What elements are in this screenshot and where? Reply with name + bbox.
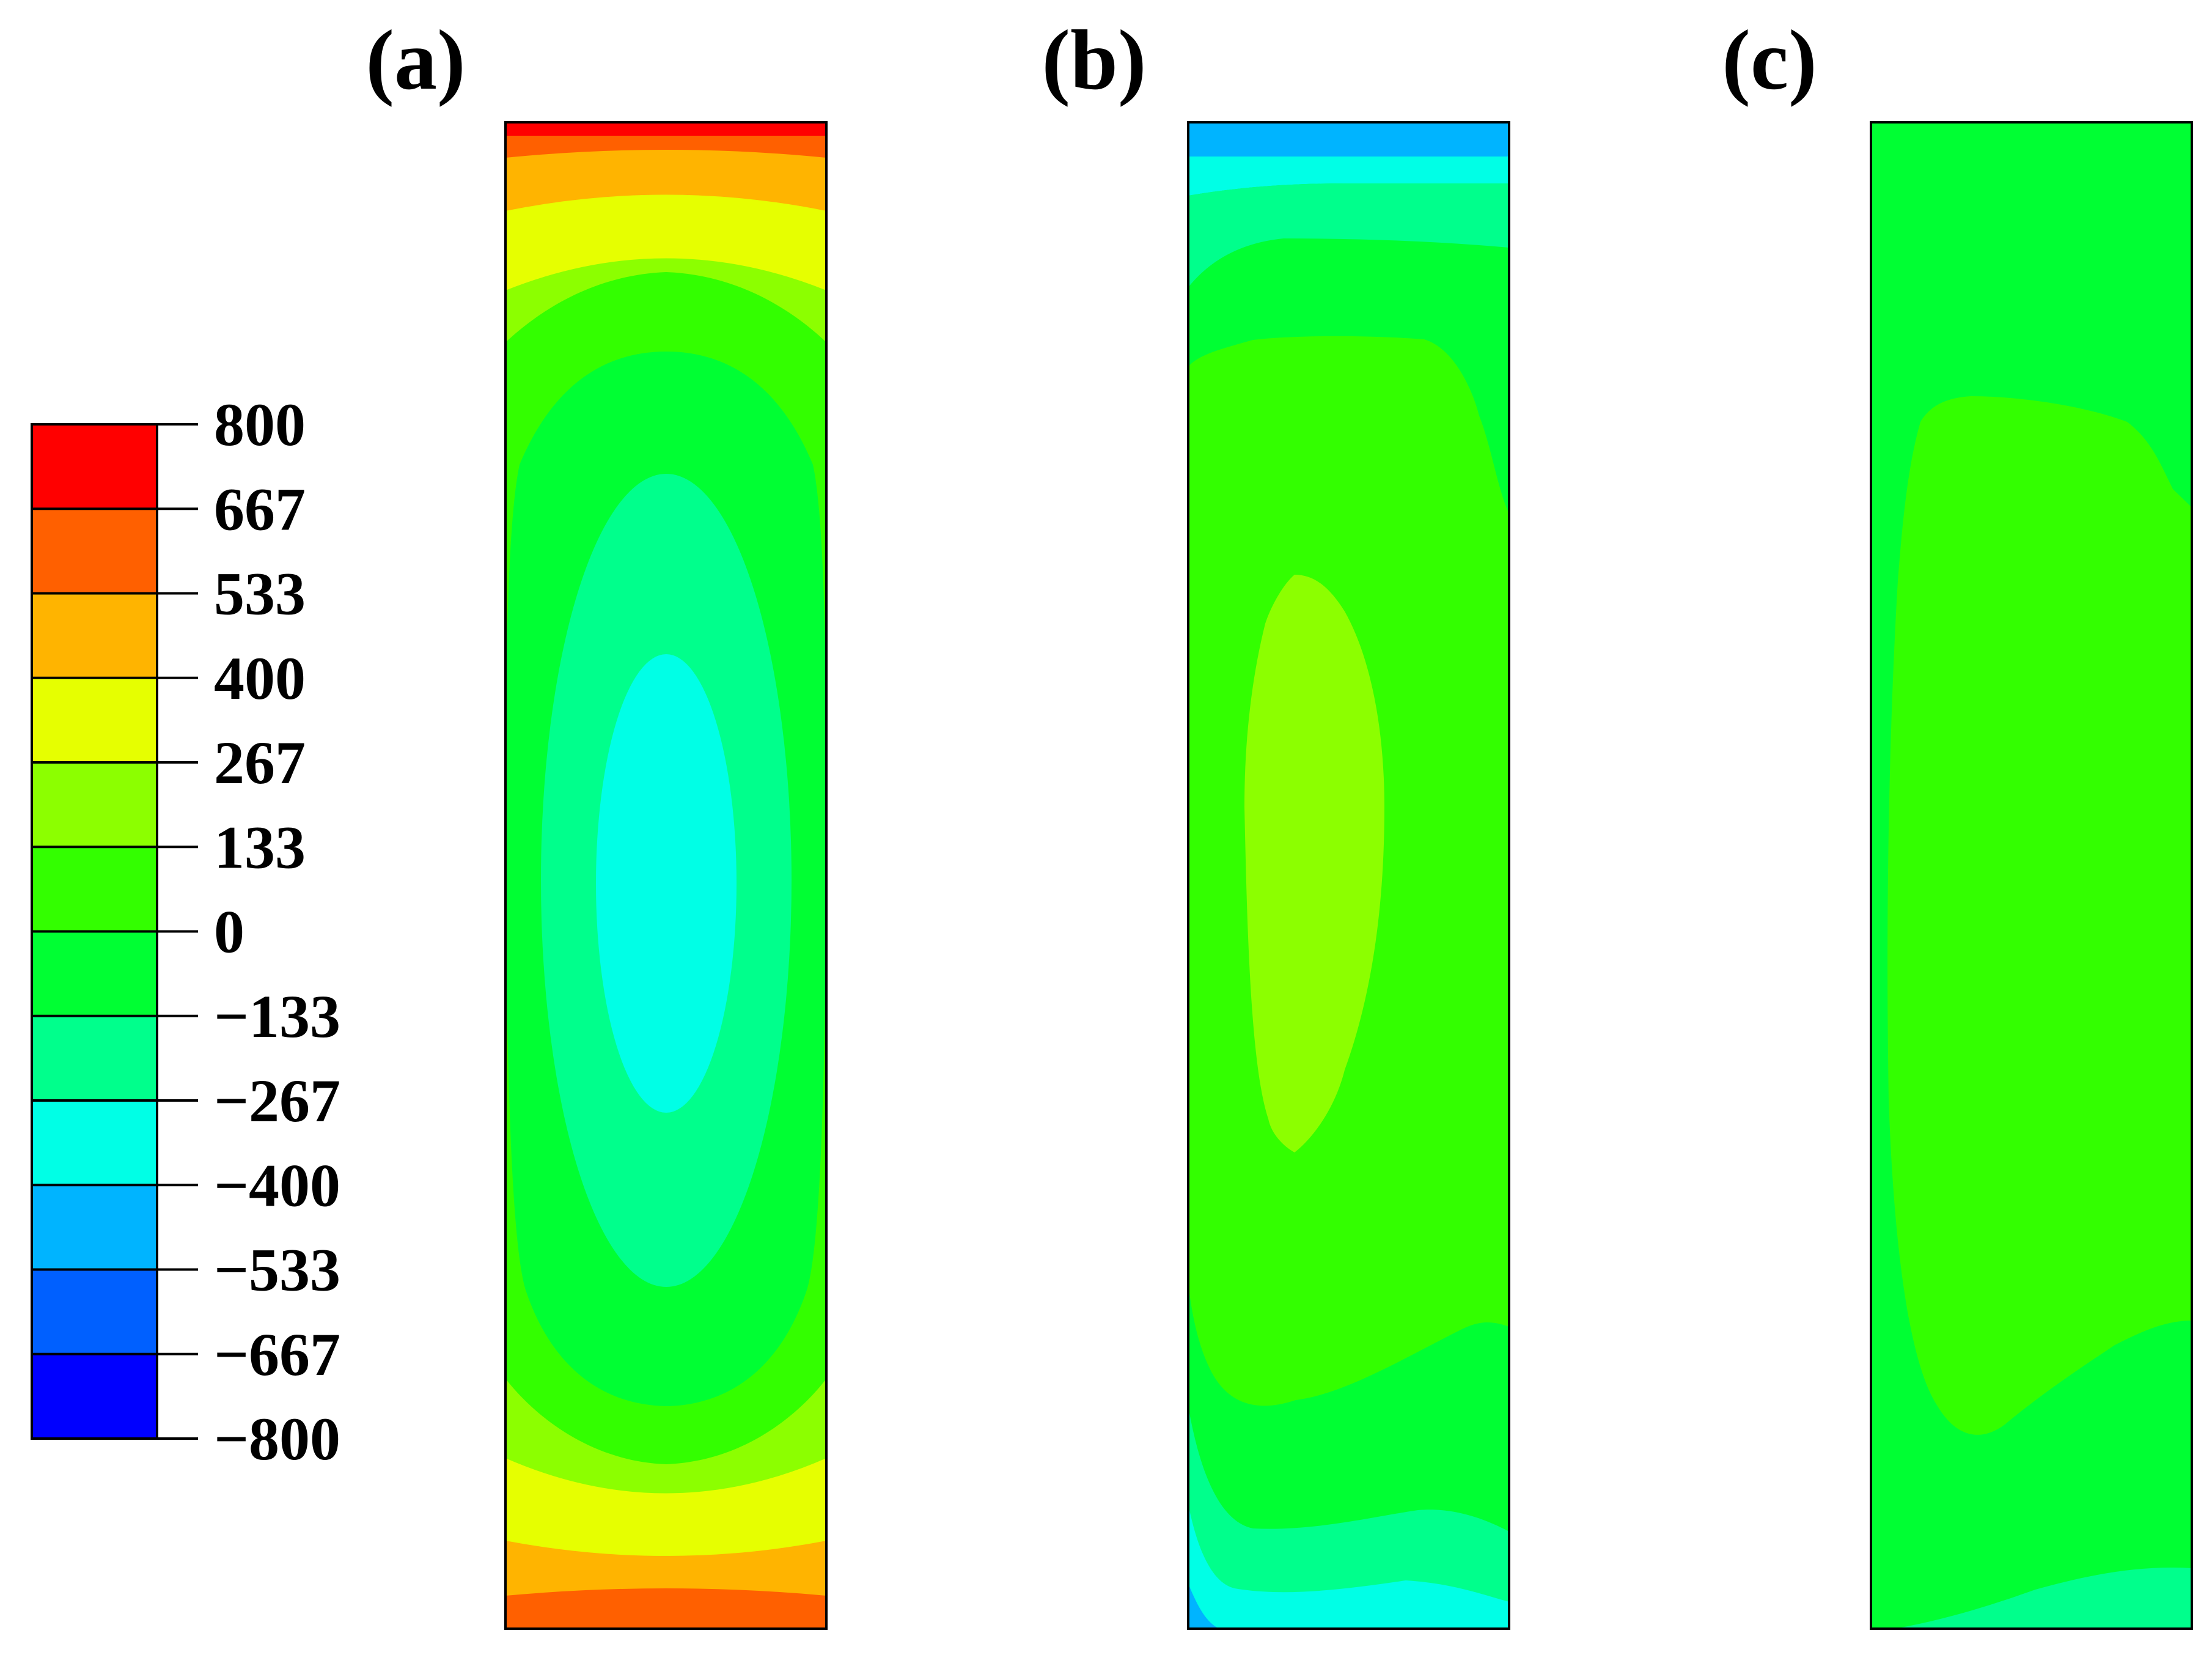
colorbar-swatch-8	[32, 1100, 157, 1185]
colorbar-swatch-1	[32, 509, 157, 594]
panel-label-b: (b)	[1042, 13, 1146, 108]
colorbar-tick-label-3: 400	[214, 644, 306, 712]
colorbar-tick-label-11: −667	[214, 1321, 340, 1388]
contour-panel-b	[1188, 122, 1509, 1629]
panel-b-top-band-teal	[1188, 183, 1509, 287]
panel-b-bottom-band-cyan	[1188, 1504, 1509, 1629]
colorbar-swatch-2	[32, 593, 157, 679]
colorbar-swatch-6	[32, 931, 157, 1017]
colorbar-tick-label-8: −267	[214, 1067, 340, 1135]
panel-b-bottom-band-teal	[1188, 1406, 1509, 1629]
colorbar-tick-label-4: 267	[214, 729, 306, 797]
colorbar-tick-label-2: 533	[214, 560, 306, 628]
colorbar-swatch-0	[32, 424, 157, 509]
panel-c-frame	[1870, 121, 2193, 1630]
colorbar-tick-label-5: 133	[214, 813, 306, 881]
panel-b-top-band-cyan	[1188, 157, 1509, 196]
panel-a-frame	[504, 121, 828, 1630]
contour-panel-c	[1871, 122, 2192, 1629]
panel-b-region-133	[1244, 575, 1384, 1152]
panel-a-top-band-0	[505, 122, 826, 136]
colorbar-swatch-7	[32, 1015, 157, 1101]
colorbar-swatch-11	[32, 1354, 157, 1439]
panel-b-bottom-band-blue	[1188, 1583, 1219, 1629]
colorbar-tick-label-6: 0	[214, 898, 244, 966]
panel-label-c: (c)	[1722, 13, 1817, 108]
colorbar-tick-label-1: 667	[214, 475, 306, 543]
colorbar-tick-label-0: 800	[214, 391, 306, 459]
colorbar-tick-label-12: −800	[214, 1405, 340, 1473]
colorbar-tick-label-7: −133	[214, 982, 340, 1050]
colorbar-swatch-10	[32, 1269, 157, 1355]
panel-a-region-neg267	[596, 654, 737, 1113]
panel-c-region-0	[1887, 396, 2192, 1435]
colorbar-swatch-5	[32, 847, 157, 932]
colorbar-swatch-3	[32, 677, 157, 763]
colorbar: 800 667 533 400 267 133 0 −133 −267 −400 −533 −667 −…	[31, 391, 340, 1473]
panel-b-top-band	[1188, 122, 1509, 157]
panel-b-frame	[1187, 121, 1510, 1630]
panel-label-a: (a)	[366, 13, 465, 108]
colorbar-swatch-9	[32, 1185, 157, 1270]
contour-panel-a	[505, 122, 826, 1629]
colorbar-frame	[31, 423, 158, 1440]
panel-c-bottom-band	[1895, 1568, 2192, 1629]
colorbar-swatch-4	[32, 762, 157, 847]
colorbar-tick-label-10: −533	[214, 1236, 340, 1304]
colorbar-tick-label-9: −400	[214, 1151, 340, 1219]
